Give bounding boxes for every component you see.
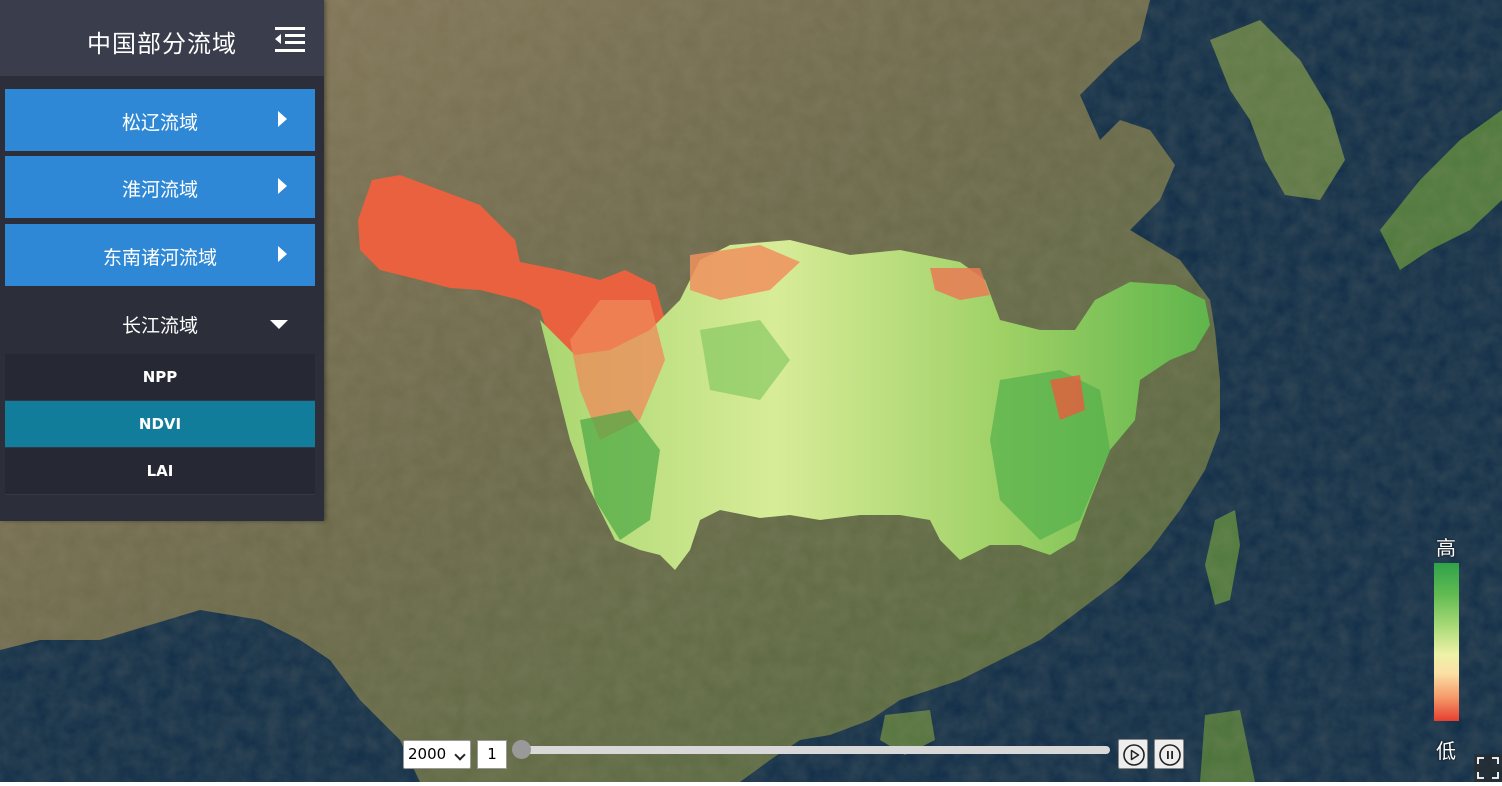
sub-item-npp[interactable]: NPP (5, 354, 315, 401)
basin-sidebar: 中国部分流域 松辽流域 淮河流域 东南诸河流域 长江流域 NPP NDVI LA… (0, 0, 324, 521)
chevron-down-icon (270, 320, 288, 329)
ndvi-high-patch-central (700, 320, 790, 400)
sidebar-title: 中国部分流域 (87, 30, 237, 58)
basin-item-label: 淮河流域 (121, 179, 198, 201)
play-button[interactable] (1118, 739, 1148, 769)
sub-item-ndvi[interactable]: NDVI (5, 401, 315, 448)
pause-button[interactable] (1154, 739, 1184, 769)
basin-item-label: 东南诸河流域 (102, 247, 217, 269)
fullscreen-button[interactable] (1474, 754, 1502, 782)
sub-item-lai[interactable]: LAI (5, 448, 315, 495)
ndvi-high-patch-east (990, 370, 1110, 540)
time-slider-track[interactable] (517, 746, 1110, 754)
year-select[interactable]: 2000 (403, 740, 471, 769)
legend-high-label: 高 (1436, 536, 1456, 560)
ndvi-high-patch-west (580, 410, 660, 540)
pause-icon (1159, 744, 1181, 766)
legend-color-bar (1434, 563, 1459, 721)
ndvi-low-patch-upper (690, 245, 800, 300)
yangtze-basin-west-low-ndvi[interactable] (358, 175, 665, 360)
menu-collapse-icon[interactable] (272, 22, 308, 58)
time-slider-handle[interactable] (512, 740, 531, 759)
ndvi-low-patch-west (570, 300, 665, 440)
ndvi-low-patch-northeast (930, 268, 990, 300)
basin-item-southeast-rivers[interactable]: 东南诸河流域 (5, 224, 315, 286)
legend-low-label: 低 (1436, 739, 1456, 763)
chevron-right-icon (278, 246, 287, 262)
year-select-value: 2000 (408, 745, 447, 763)
chevron-right-icon (278, 178, 287, 194)
play-icon (1123, 744, 1145, 766)
fullscreen-icon (1477, 757, 1499, 779)
ndvi-low-patch-east (1050, 375, 1085, 420)
basin-item-yangtze[interactable]: 长江流域 (5, 292, 315, 354)
basin-item-label: 长江流域 (121, 315, 198, 337)
sidebar-header: 中国部分流域 (0, 0, 324, 76)
basin-item-huaihe[interactable]: 淮河流域 (5, 156, 315, 218)
basin-item-songliao[interactable]: 松辽流域 (5, 89, 315, 151)
chevron-down-icon (454, 749, 466, 761)
chevron-right-icon (278, 111, 287, 127)
basin-item-label: 松辽流域 (121, 112, 198, 134)
month-display[interactable]: 1 (477, 740, 507, 769)
